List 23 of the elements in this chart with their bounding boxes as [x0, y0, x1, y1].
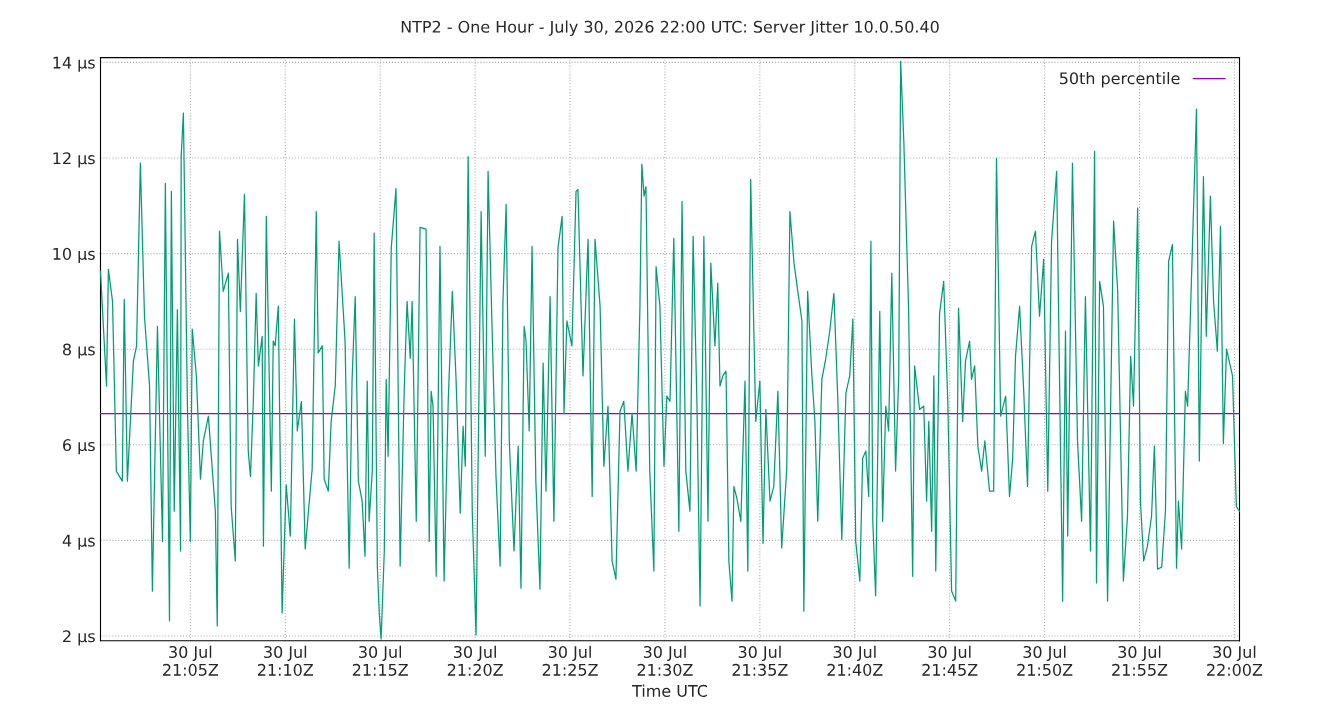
legend-label: 50th percentile: [1059, 71, 1180, 88]
x-tick-label: 30 Jul 21:15Z: [352, 645, 408, 676]
y-tick-label: 8 µs: [63, 343, 95, 359]
y-tick-label: 4 µs: [62, 534, 95, 550]
x-tick-label: 30 Jul 21:10Z: [257, 645, 314, 676]
line-series: [99, 60, 1241, 640]
y-tick-label: 6 µs: [63, 439, 95, 455]
y-tick-label: 14 µs: [53, 56, 95, 72]
chart-title: NTP2 - One Hour - July 30, 2026 22:00 UTC: Server Jitter 10.0.50.40: [401, 20, 939, 36]
x-tick-label: 30 Jul 21:50Z: [1017, 645, 1073, 676]
x-tick-label: 30 Jul 21:30Z: [637, 645, 693, 676]
x-tick-label: 30 Jul 21:55Z: [1112, 645, 1168, 676]
x-tick-label: 30 Jul 22:00Z: [1207, 645, 1263, 676]
x-tick-label: 30 Jul 21:40Z: [827, 645, 883, 676]
y-tick-label: 10 µs: [53, 247, 95, 263]
x-axis-title: Time UTC: [632, 684, 708, 697]
x-tick-label: 30 Jul 21:25Z: [542, 645, 598, 676]
x-tick-label: 30 Jul 21:20Z: [447, 645, 503, 676]
x-tick-label: 30 Jul 21:45Z: [922, 645, 978, 676]
y-tick-label: 12 µs: [53, 152, 95, 168]
y-tick-label: 2 µs: [63, 630, 95, 646]
x-tick-label: 30 Jul 21:35Z: [732, 645, 788, 676]
x-tick-label: 30 Jul 21:05Z: [163, 645, 219, 676]
